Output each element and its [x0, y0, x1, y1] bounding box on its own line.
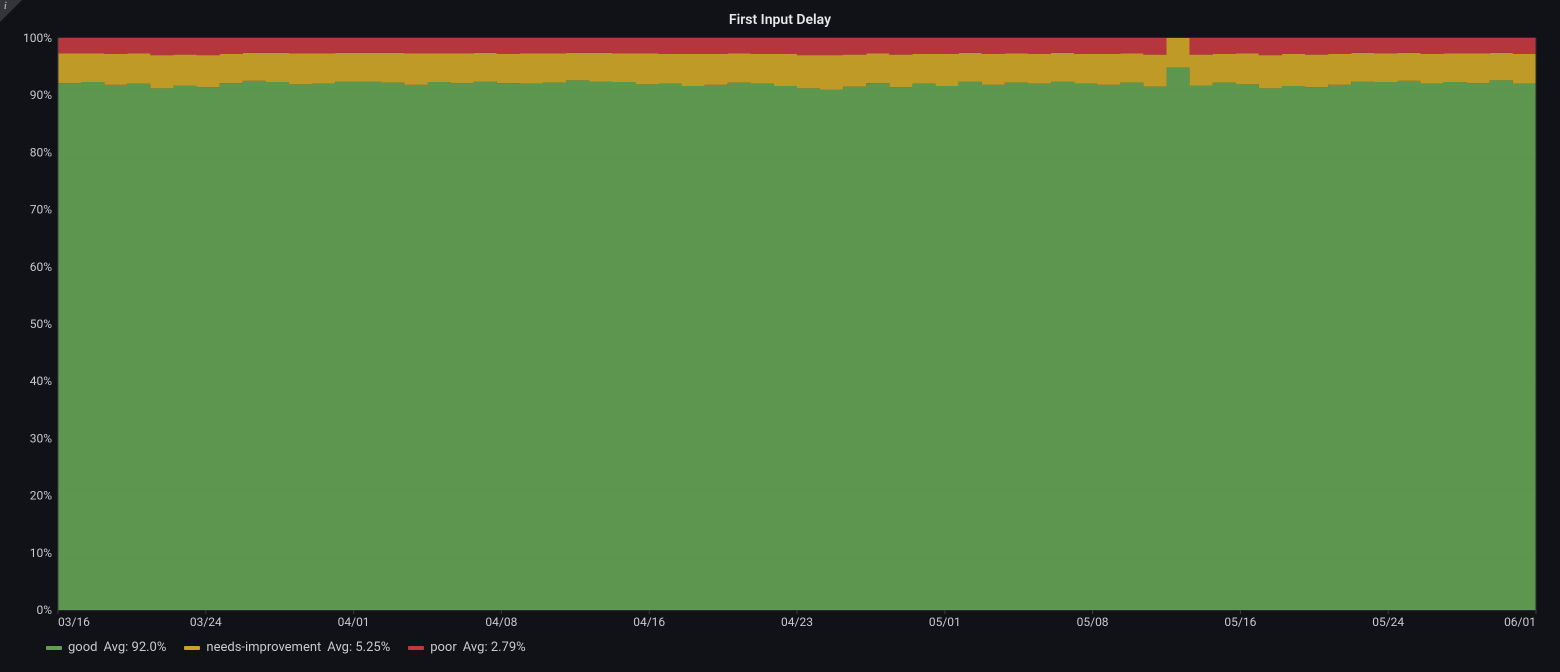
chart-panel: i First Input Delay 0% 10% 20% 30% 40% 50% 60%… — [0, 0, 1560, 672]
svg-text:04/01: 04/01 — [338, 615, 370, 629]
svg-text:40%: 40% — [30, 374, 52, 388]
svg-text:60%: 60% — [30, 260, 52, 274]
svg-text:70%: 70% — [30, 203, 52, 217]
svg-text:05/01: 05/01 — [929, 615, 961, 629]
svg-text:03/16: 03/16 — [58, 615, 90, 629]
svg-text:05/16: 05/16 — [1224, 615, 1256, 629]
legend-item-needs-improvement[interactable]: needs-improvement Avg: 5.25% — [184, 640, 390, 655]
svg-text:90%: 90% — [30, 88, 52, 102]
legend-avg: Avg: 92.0% — [103, 640, 166, 655]
legend-avg: Avg: 5.25% — [327, 640, 390, 655]
svg-text:06/01: 06/01 — [1504, 615, 1536, 629]
svg-text:80%: 80% — [30, 145, 52, 159]
svg-text:04/16: 04/16 — [633, 615, 665, 629]
svg-text:05/24: 05/24 — [1372, 615, 1404, 629]
stacked-area-chart[interactable]: 0% 10% 20% 30% 40% 50% 60% 70% 80% 90% 100% 03/16 03… — [14, 32, 1546, 632]
legend-item-good[interactable]: good Avg: 92.0% — [46, 640, 166, 655]
svg-text:10%: 10% — [30, 546, 52, 560]
legend-item-poor[interactable]: poor Avg: 2.79% — [408, 640, 525, 655]
chart-area[interactable]: 0% 10% 20% 30% 40% 50% 60% 70% 80% 90% 100% 03/16 03… — [14, 32, 1546, 632]
info-icon[interactable]: i — [4, 1, 7, 12]
legend-label: good — [68, 640, 97, 655]
svg-text:04/23: 04/23 — [781, 615, 813, 629]
legend-avg: Avg: 2.79% — [463, 640, 526, 655]
legend: good Avg: 92.0% needs-improvement Avg: 5… — [14, 632, 1546, 657]
svg-text:04/08: 04/08 — [485, 615, 517, 629]
svg-text:20%: 20% — [30, 489, 52, 503]
legend-swatch — [408, 646, 424, 650]
legend-swatch — [46, 646, 62, 650]
svg-text:30%: 30% — [30, 431, 52, 445]
legend-label: needs-improvement — [206, 640, 321, 655]
legend-label: poor — [430, 640, 457, 655]
legend-swatch — [184, 646, 200, 650]
svg-text:100%: 100% — [23, 32, 52, 45]
panel-title: First Input Delay — [14, 6, 1546, 32]
svg-text:50%: 50% — [30, 317, 52, 331]
svg-text:03/24: 03/24 — [190, 615, 222, 629]
svg-text:05/08: 05/08 — [1077, 615, 1109, 629]
svg-text:0%: 0% — [36, 603, 52, 617]
